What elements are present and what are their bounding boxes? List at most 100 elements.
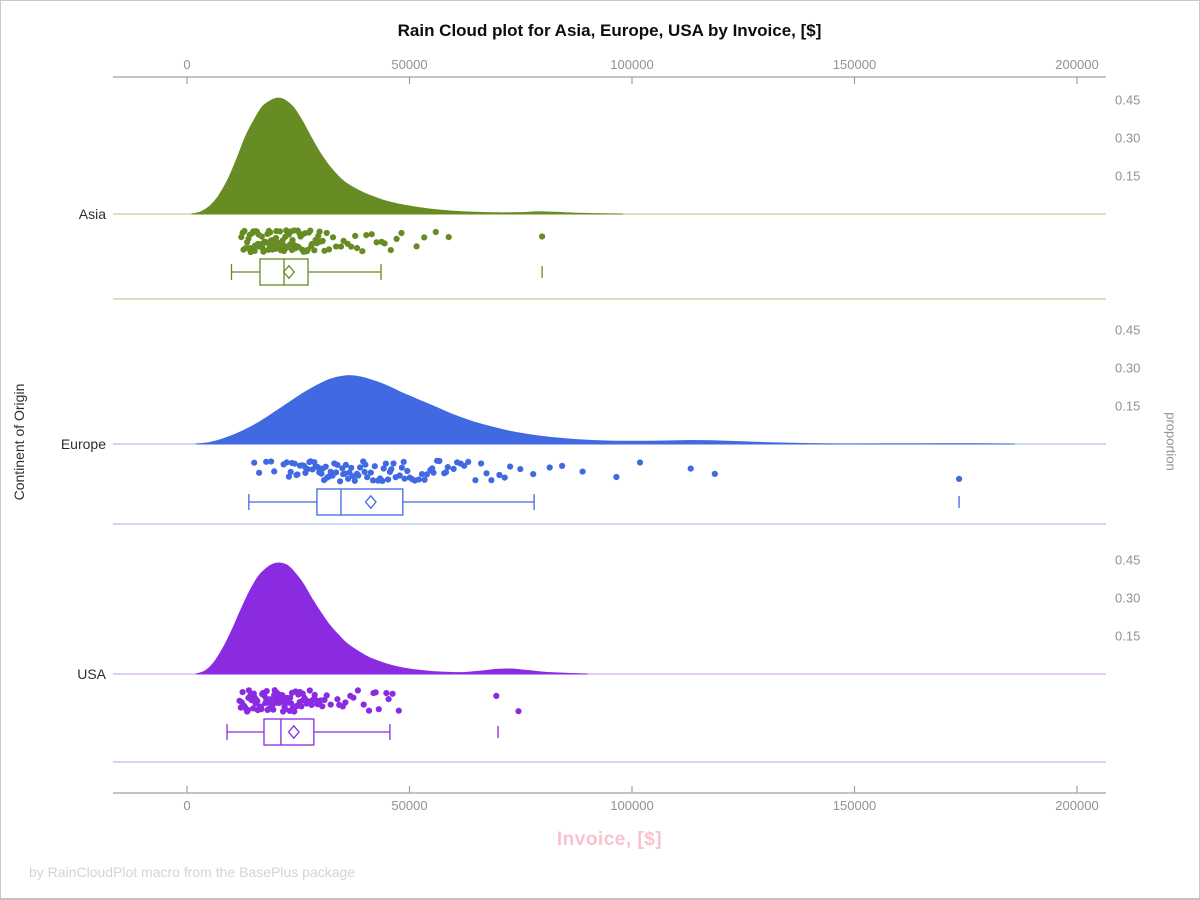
rain-dot (321, 247, 328, 254)
proportion-tick-label: 0.15 (1115, 399, 1140, 414)
rain-dot (256, 243, 263, 250)
rain-points-asia (238, 227, 546, 256)
rain-dot (354, 687, 361, 694)
rain-dot (266, 242, 273, 249)
rain-dot (362, 461, 369, 468)
rain-dot (395, 707, 402, 714)
rain-dot (450, 465, 457, 472)
rain-dot (247, 248, 254, 256)
box-plot-asia (230, 258, 543, 286)
rain-dot (613, 473, 620, 481)
proportion-tick-label: 0.15 (1115, 629, 1140, 644)
x-axis-bottom-tick-label: 0 (183, 798, 190, 813)
rain-dot (445, 234, 452, 241)
rain-dot (244, 239, 251, 246)
footnote: by RainCloudPlot macro from the BasePlus… (29, 864, 356, 880)
x-axis-bottom-tick-label: 200000 (1055, 798, 1098, 813)
rain-dot (339, 703, 346, 710)
rain-dot (263, 458, 270, 465)
rain-dot (421, 476, 428, 483)
rain-dot (559, 462, 566, 469)
rain-dot (307, 458, 314, 465)
x-axis-bottom-tick-label: 50000 (391, 798, 427, 813)
proportion-tick-label: 0.45 (1115, 553, 1140, 568)
rain-dot (429, 465, 436, 472)
rain-dot (241, 227, 248, 235)
rain-dot (259, 691, 266, 698)
x-axis-top-tick-label: 50000 (391, 57, 427, 72)
rain-dot (308, 243, 315, 250)
rain-dot (368, 231, 375, 238)
proportion-tick-label: 0.45 (1115, 323, 1140, 338)
rain-dot (302, 469, 309, 476)
rain-dot (256, 469, 263, 476)
rain-dot (373, 239, 380, 246)
rain-dot (293, 243, 300, 250)
rain-dot (348, 464, 355, 471)
density-usa (195, 562, 588, 675)
rain-dot (359, 248, 366, 255)
rain-dot (271, 468, 278, 475)
rain-dot (327, 701, 334, 708)
rain-dot (250, 705, 257, 712)
mean-diamond (364, 494, 377, 510)
rain-dot (304, 698, 312, 705)
rain-dot (390, 460, 397, 467)
rain-dot (333, 243, 340, 250)
mean-diamond (287, 724, 300, 740)
rain-dot (317, 238, 324, 245)
rain-dot (345, 475, 352, 482)
rain-dot (711, 470, 718, 477)
category-label-usa: USA (77, 666, 106, 682)
rain-dot (264, 706, 271, 714)
x-axis-bottom-tick-label: 150000 (833, 798, 876, 813)
rain-dot (355, 472, 362, 479)
rain-dot (237, 704, 244, 711)
proportion-tick-label: 0.30 (1115, 131, 1140, 146)
rain-dot (385, 476, 392, 483)
rain-dot (348, 243, 355, 250)
rain-dot (319, 703, 326, 710)
rain-dot (434, 457, 441, 464)
rain-dot (321, 477, 328, 484)
rain-dot (454, 459, 461, 466)
rain-dot (361, 468, 368, 475)
rain-dot (254, 698, 261, 705)
rain-dot (322, 463, 329, 470)
chart-title: Rain Cloud plot for Asia, Europe, USA by… (397, 21, 822, 40)
rain-dot (238, 234, 245, 241)
rain-dot (315, 232, 322, 239)
rain-dot (277, 247, 284, 254)
rain-dot (423, 471, 430, 478)
rain-dot (273, 228, 280, 235)
rain-dot (404, 467, 411, 475)
rain-dot (493, 692, 500, 700)
rain-dot (294, 227, 301, 234)
rain-dot (334, 696, 341, 703)
rain-dot (238, 699, 245, 706)
rain-dot (271, 236, 278, 243)
rain-dot (288, 246, 296, 254)
rain-dot (263, 688, 270, 695)
box-iqr (316, 488, 404, 516)
rain-dot (304, 246, 311, 254)
rain-dot (251, 459, 258, 466)
proportion-tick-label: 0.15 (1115, 169, 1140, 184)
rain-dot (318, 470, 325, 477)
rain-dot (360, 701, 367, 708)
box-plot-usa (226, 718, 499, 746)
category-label-asia: Asia (79, 206, 106, 222)
rain-dot (507, 463, 514, 470)
rain-dot (341, 470, 349, 477)
rain-dot (432, 228, 439, 236)
rain-dot (287, 241, 294, 248)
rain-dot (265, 227, 272, 234)
rain-dot (353, 245, 361, 252)
rain-dot (339, 465, 346, 472)
rain-dot (268, 458, 275, 465)
rain-dot (271, 687, 278, 694)
rain-dot (442, 469, 450, 476)
rain-dot (398, 464, 405, 471)
